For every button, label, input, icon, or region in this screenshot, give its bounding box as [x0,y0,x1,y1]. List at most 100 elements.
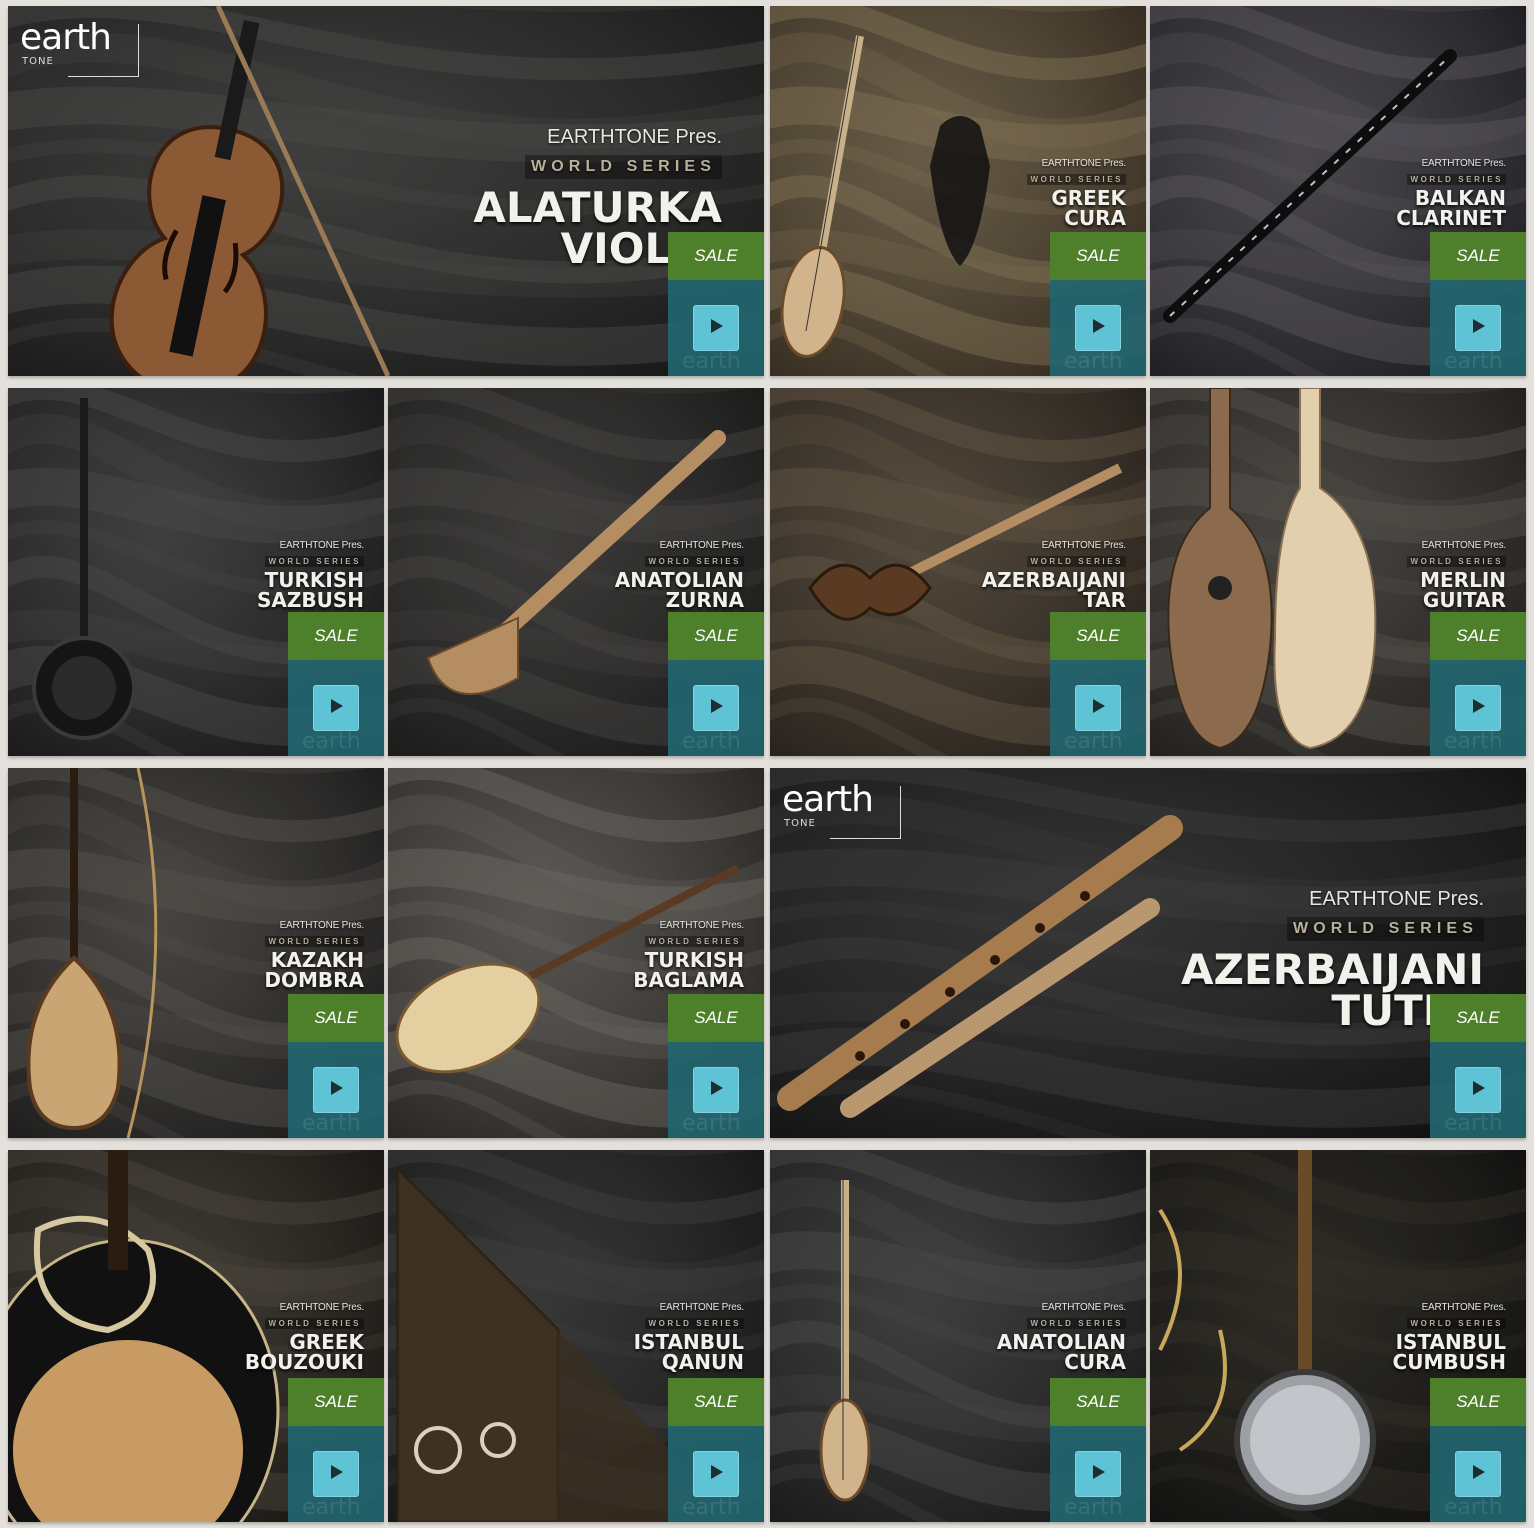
sazbush-icon [8,388,384,756]
qanun-icon [388,1150,764,1522]
series-label: WORLD SERIES [645,936,744,947]
product-title[interactable]: ISTANBUL QANUN [634,1332,744,1374]
product-title-line: TURKISH [264,568,364,592]
product-title-line: BOUZOUKI [244,1349,364,1374]
product-card[interactable]: EARTHTONE Pres. WORLD SERIES AZERBAIJANI TA… [770,388,1146,756]
product-title-line: SAZBUSH [256,587,364,612]
presenter-text: EARTHTONE Pres. [1421,540,1507,551]
product-card[interactable]: EARTHTONE Pres. WORLD SERIES MERLIN GUITAR S… [1150,388,1526,756]
product-title-line: AZERBAIJANI [981,568,1126,592]
product-title-line: ANATOLIAN [996,1330,1126,1354]
audio-preview-panel: earth [288,1426,384,1522]
sale-badge: SALE [1050,232,1146,280]
play-button[interactable] [1075,1451,1121,1497]
play-icon [706,316,726,341]
play-button[interactable] [1075,305,1121,351]
play-button[interactable] [313,685,359,731]
product-title[interactable]: TURKISH BAGLAMA [633,950,744,990]
play-button[interactable] [693,685,739,731]
clarinet-icon [1150,6,1526,376]
product-card[interactable]: earth TONE EARTHTONE Pres. WORLD SERIES ALA… [8,6,764,376]
play-icon [706,1462,726,1487]
product-card[interactable]: EARTHTONE Pres. WORLD SERIES BALKAN CLARINE… [1150,6,1526,376]
product-card[interactable]: EARTHTONE Pres. WORLD SERIES TURKISH BAGLAM… [388,768,764,1138]
product-title-line: ZURNA [665,587,744,612]
product-title[interactable]: AZERBAIJANI TUTEK [1180,945,1484,1031]
logo-word: earth [20,17,112,58]
product-title-line: AZERBAIJANI [1180,945,1484,994]
product-card[interactable]: EARTHTONE Pres. WORLD SERIES KAZAKH DOMBRA S… [8,768,384,1138]
product-branding: EARTHTONE Pres. WORLD SERIES TURKISH BAGLAM… [633,920,744,990]
play-button[interactable] [693,1067,739,1113]
baglama-icon [388,768,764,1138]
presenter-text: EARTHTONE Pres. [1041,1302,1127,1313]
product-card[interactable]: EARTHTONE Pres. WORLD SERIES ISTANBUL CUMBU… [1150,1150,1526,1522]
play-button[interactable] [1455,1067,1501,1113]
product-title[interactable]: KAZAKH DOMBRA [264,950,364,992]
audio-preview-panel: earth [1050,1426,1146,1522]
play-button[interactable] [313,1067,359,1113]
play-button[interactable] [1075,685,1121,731]
series-label: WORLD SERIES [265,556,364,567]
product-title[interactable]: AZERBAIJANI TAR [981,568,1126,610]
product-title-line: ALATURKA [473,183,722,232]
product-title-line: CUMBUSH [1392,1349,1506,1374]
product-card[interactable]: EARTHTONE Pres. WORLD SERIES ISTANBUL QANUN… [388,1150,764,1522]
product-title-line: MERLIN [1420,568,1506,592]
product-title[interactable]: GREEK CURA [1027,188,1126,230]
product-title[interactable]: ANATOLIAN CURA [996,1330,1126,1372]
product-card[interactable]: EARTHTONE Pres. WORLD SERIES ANATOLIAN CURA… [770,1150,1146,1522]
presenter-text: EARTHTONE Pres. [659,920,745,931]
violin-icon [8,6,764,376]
product-title[interactable]: GREEK BOUZOUKI [244,1330,364,1374]
product-card[interactable]: EARTHTONE Pres. WORLD SERIES GREEK CURA SALE… [770,6,1146,376]
product-title-line: GREEK [289,1330,364,1354]
audio-preview-panel: earth [1050,660,1146,756]
product-title[interactable]: ISTANBUL CUMBUSH [1392,1332,1506,1374]
logo-watermark: earth [1444,1495,1503,1520]
product-branding: EARTHTONE Pres. WORLD SERIES ANATOLIAN ZURN… [615,540,744,610]
product-title-line: CURA [1064,205,1126,230]
play-button[interactable] [693,1451,739,1497]
play-icon [1468,696,1488,721]
series-label: WORLD SERIES [265,1318,364,1329]
series-label: WORLD SERIES [524,155,722,179]
play-icon [1468,1462,1488,1487]
product-card[interactable]: EARTHTONE Pres. WORLD SERIES TURKISH SAZBUS… [8,388,384,756]
play-button[interactable] [313,1451,359,1497]
product-branding: EARTHTONE Pres. WORLD SERIES ISTANBUL QANUN [634,1302,745,1374]
play-button[interactable] [1455,305,1501,351]
play-icon [1468,1078,1488,1103]
presenter-text: EARTHTONE Pres. [659,1302,745,1313]
product-title[interactable]: TURKISH SAZBUSH [256,568,364,612]
play-button[interactable] [1455,1451,1501,1497]
dombra-icon [8,768,384,1138]
play-icon [1088,1462,1108,1487]
logo-watermark: earth [682,729,741,754]
audio-preview-panel: earth [1430,280,1526,376]
logo-watermark: earth [1444,729,1503,754]
product-branding: EARTHTONE Pres. WORLD SERIES MERLIN GUITAR [1407,540,1506,610]
product-title[interactable]: MERLIN GUITAR [1407,568,1506,610]
product-card[interactable]: earth TONE EARTHTONE Pres. WORLD SERIES AZE… [770,768,1526,1138]
product-title-line: QANUN [661,1349,744,1374]
sale-badge: SALE [1430,232,1526,280]
product-title[interactable]: ANATOLIAN ZURNA [614,568,744,612]
presenter-text: EARTHTONE Pres. [279,1302,365,1313]
play-button[interactable] [1455,685,1501,731]
product-card[interactable]: EARTHTONE Pres. WORLD SERIES GREEK BOUZOUKI… [8,1150,384,1522]
play-button[interactable] [693,305,739,351]
presenter-text: EARTHTONE Pres. [1309,888,1484,910]
logo-watermark: earth [302,1111,361,1136]
play-icon [1088,696,1108,721]
logo-watermark: earth [1064,349,1123,374]
play-icon [326,1078,346,1103]
series-label: WORLD SERIES [1027,1318,1126,1329]
series-label: WORLD SERIES [1286,917,1484,941]
product-title[interactable]: BALKAN CLARINET [1396,188,1506,228]
product-title-line: ANATOLIAN [614,568,744,592]
cura-icon [770,6,1146,376]
presenter-text: EARTHTONE Pres. [659,540,745,551]
product-card[interactable]: EARTHTONE Pres. WORLD SERIES ANATOLIAN ZURN… [388,388,764,756]
product-title-line: DOMBRA [264,967,364,992]
